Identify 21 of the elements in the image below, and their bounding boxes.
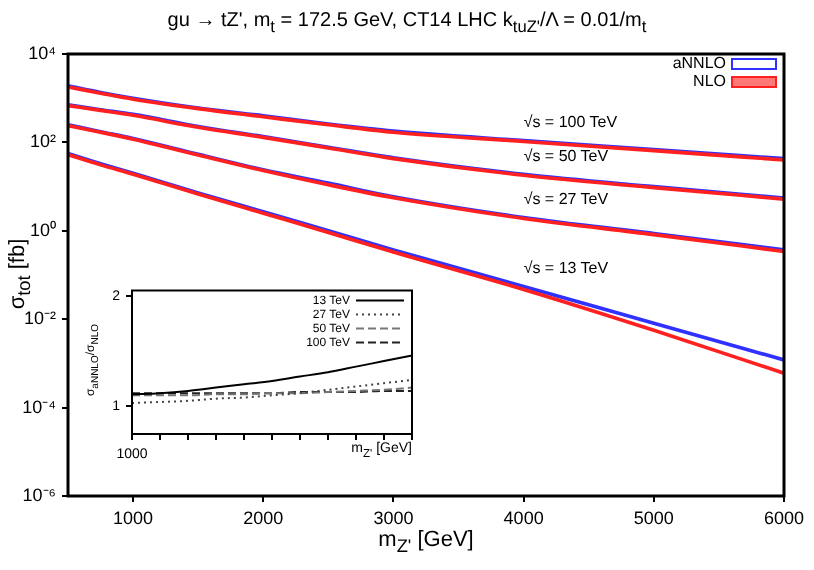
legend-label: aNNLO	[672, 54, 726, 73]
annotation: √s = 13 TeV	[523, 258, 610, 277]
x-tick-label: 5000	[633, 507, 674, 528]
legend-label: NLO	[693, 72, 726, 91]
x-tick-label: 4000	[503, 507, 544, 528]
x-tick-label: 1000	[113, 507, 154, 528]
annotation: √s = 27 TeV	[523, 189, 610, 208]
y-tick-label: 10⁻²	[23, 308, 56, 329]
x-tick-label: 6000	[763, 507, 805, 528]
x-tick-label: 3000	[373, 507, 414, 528]
line-series	[131, 378, 413, 405]
x-tick-label: 2000	[243, 507, 284, 528]
annotation: √s = 100 TeV	[523, 112, 619, 131]
y-tick-label: 10⁴	[28, 42, 57, 63]
y-tick-label: 10⁻⁶	[22, 484, 57, 505]
chart-title: gu → tZ', m$_{t}$ = 172.5 GeV, CT14 LHC k$_{tuZ'}$/Λ = 0.01/m$_{t}$	[167, 10, 647, 36]
x-axis-title: m$_{Z'}$ [GeV]	[378, 528, 474, 557]
y-tick-label: 10⁰	[29, 219, 56, 240]
y-tick-label: 10⁻⁴	[22, 396, 57, 417]
y-tick-label: 10²	[29, 131, 56, 152]
annotation: √s = 50 TeV	[523, 146, 610, 165]
